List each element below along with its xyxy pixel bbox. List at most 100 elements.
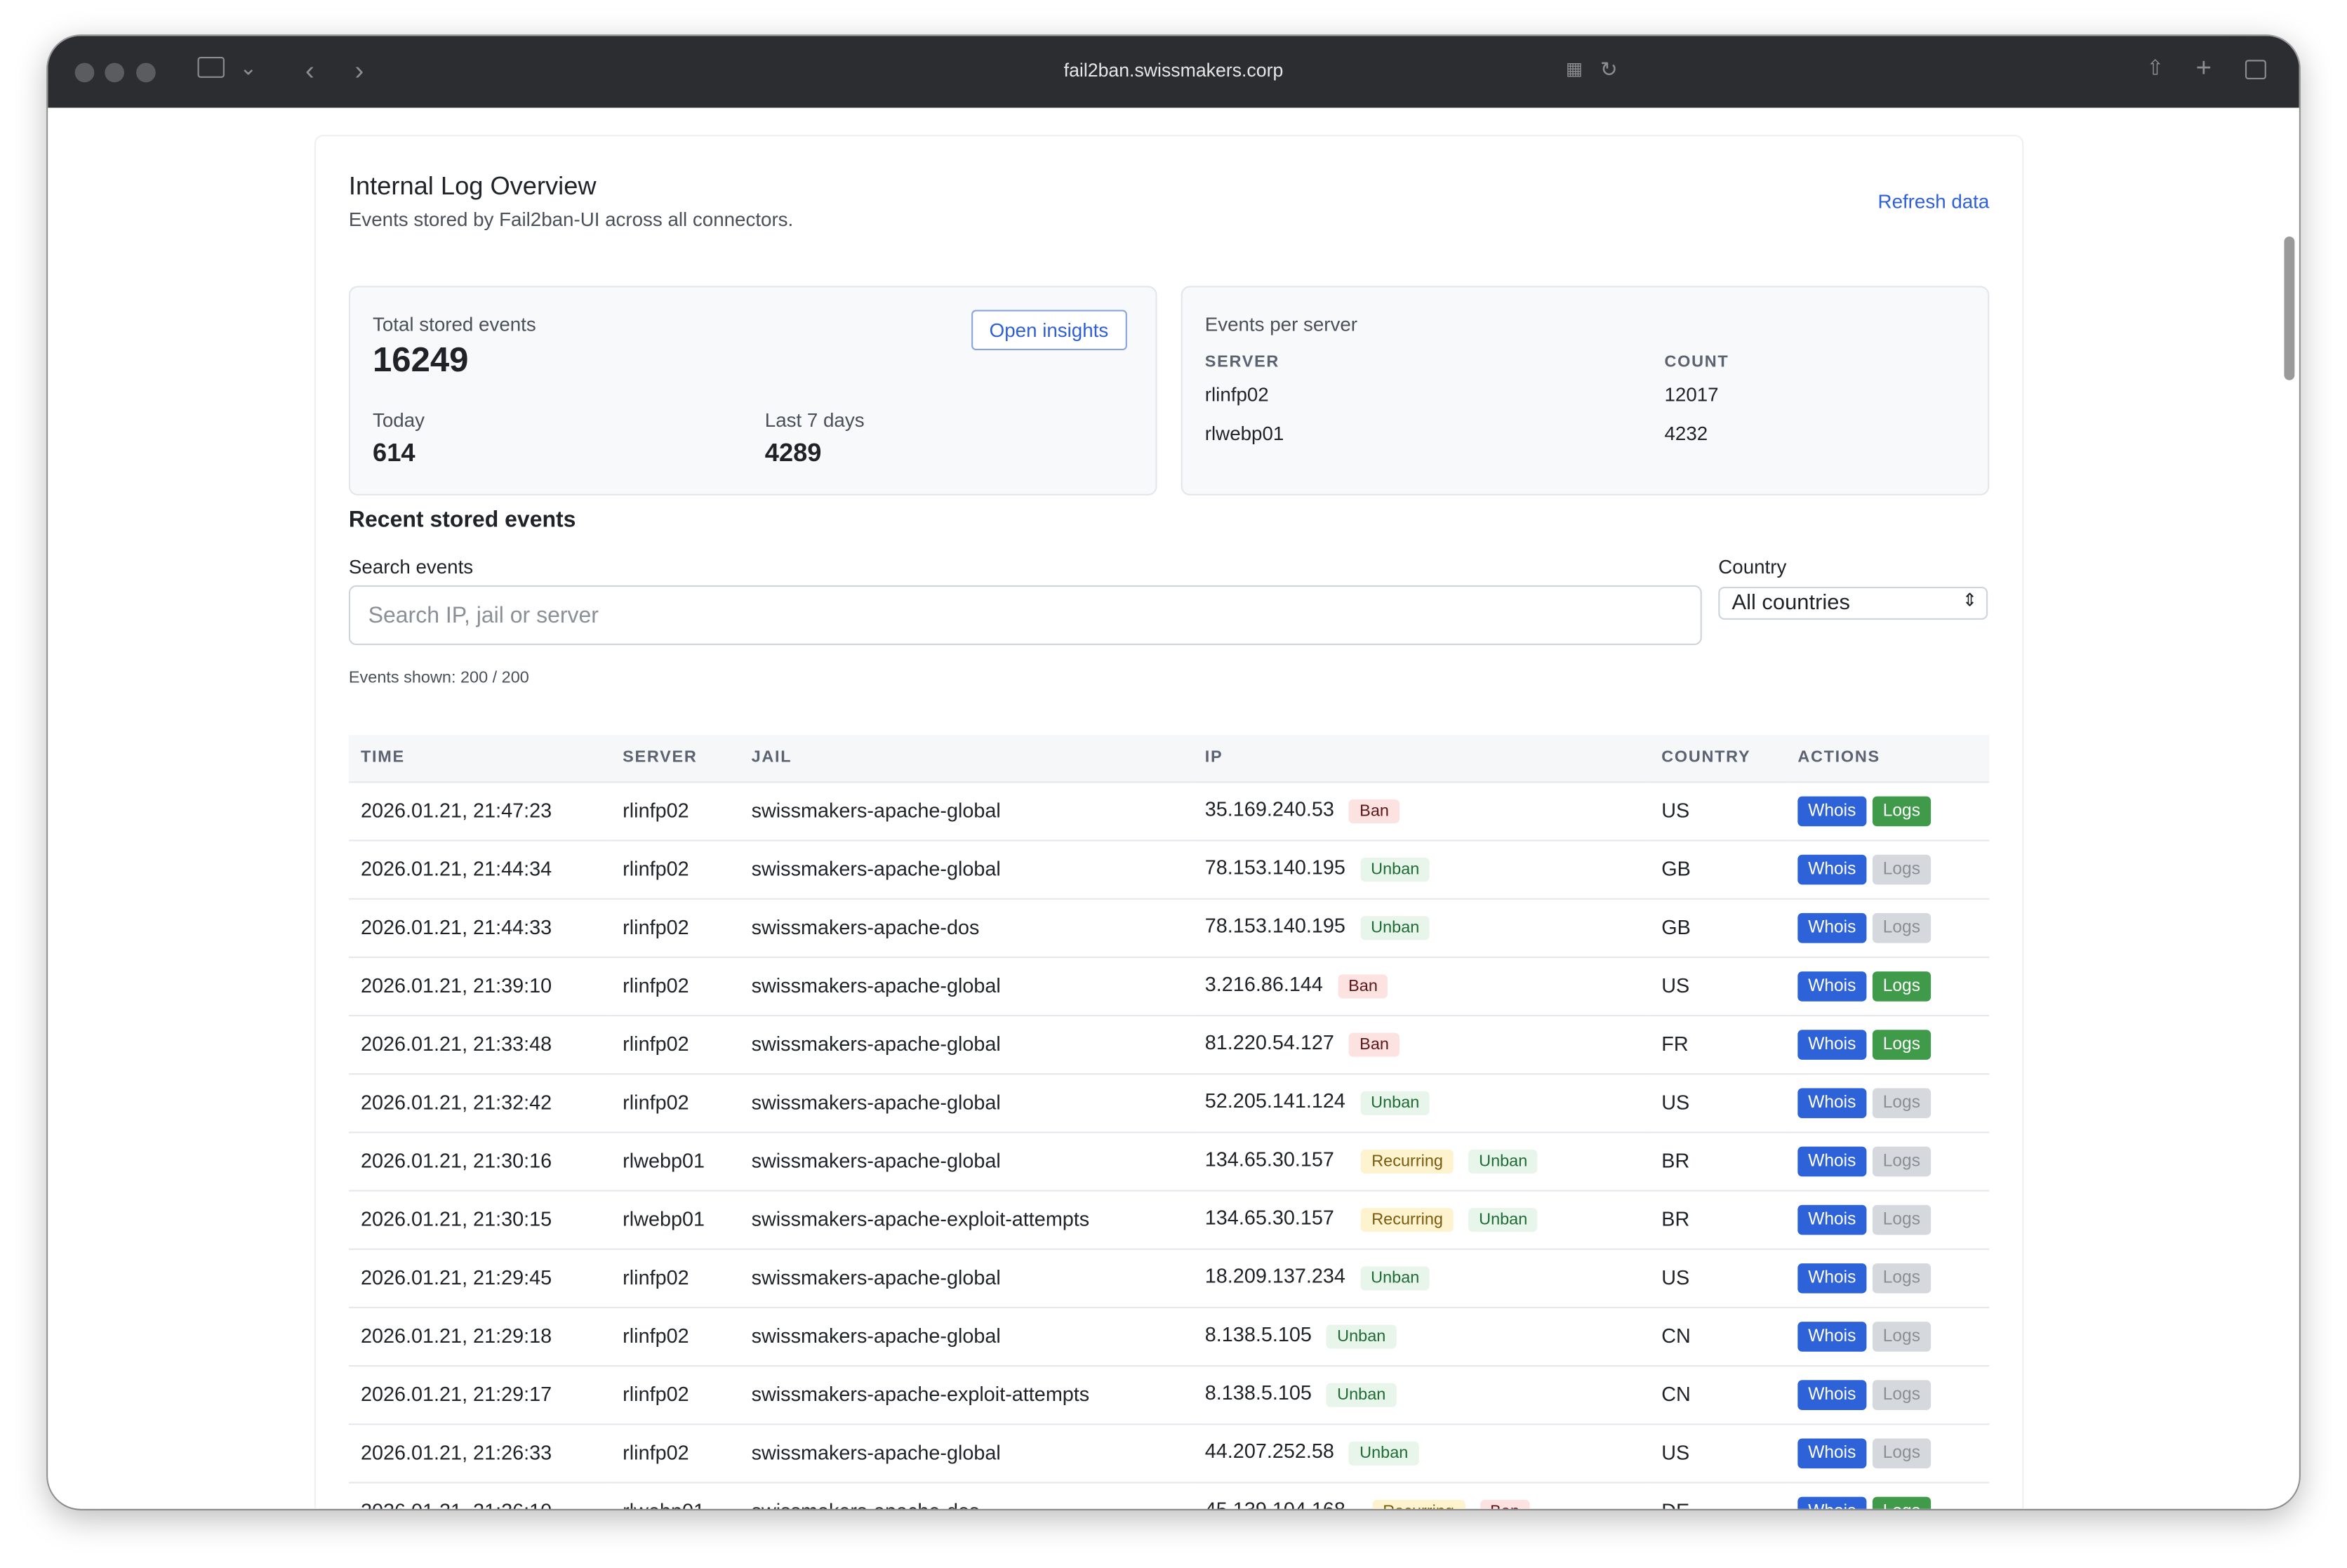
- event-badge: Ban: [1349, 799, 1399, 823]
- logs-button: Logs: [1872, 1262, 1931, 1293]
- refresh-link[interactable]: Refresh data: [1877, 190, 1990, 213]
- server: rlwebp01: [611, 1481, 740, 1509]
- search-placeholder: Search IP, jail or server: [368, 603, 599, 629]
- open-insights-button[interactable]: Open insights: [971, 310, 1126, 351]
- time: 2026.01.21, 21:39:10: [348, 955, 611, 1015]
- search-input[interactable]: Search IP, jail or server: [348, 585, 1702, 646]
- whois-button[interactable]: Whois: [1797, 1145, 1867, 1176]
- server: rlinfp02: [611, 1305, 740, 1365]
- translate-icon[interactable]: ▦: [1565, 58, 1583, 80]
- country: US: [1649, 780, 1786, 840]
- chevron-down[interactable]: ⌄: [239, 55, 258, 80]
- logs-button[interactable]: Logs: [1872, 1496, 1931, 1509]
- event-badge: Recurring: [1361, 1208, 1454, 1233]
- back-button[interactable]: ‹: [305, 55, 314, 86]
- server: rlwebp01: [611, 1131, 740, 1190]
- country: US: [1649, 1072, 1786, 1132]
- whois-button[interactable]: Whois: [1797, 971, 1867, 1001]
- event-row: 2026.01.21, 21:29:18 rlinfp02 swissmakers-…: [348, 1305, 1990, 1365]
- logs-button: Logs: [1872, 1145, 1931, 1176]
- logs-button: Logs: [1872, 912, 1931, 943]
- minimize-button[interactable]: [105, 62, 125, 83]
- whois-button[interactable]: Whois: [1797, 912, 1867, 943]
- whois-button[interactable]: Whois: [1797, 795, 1867, 826]
- address-bar[interactable]: fail2ban.swissmakers.corp: [1063, 60, 1284, 81]
- event-badge: Ban: [1349, 1032, 1399, 1057]
- country: BR: [1649, 1131, 1786, 1190]
- time: 2026.01.21, 21:26:33: [348, 1423, 611, 1482]
- time: 2026.01.21, 21:29:18: [348, 1305, 611, 1365]
- reload-button[interactable]: ↻: [1600, 57, 1618, 81]
- whois-button[interactable]: Whois: [1797, 1204, 1867, 1235]
- event-row: 2026.01.21, 21:47:23 rlinfp02 swissmakers-…: [348, 780, 1990, 840]
- time: 2026.01.21, 21:44:34: [348, 839, 611, 898]
- event-row: 2026.01.21, 21:26:10rlwebp01swissmakers-…: [348, 1481, 1990, 1509]
- jail: swissmakers-apache-dos: [739, 897, 1193, 957]
- event-badge: Unban: [1468, 1208, 1538, 1233]
- time: 2026.01.21, 21:33:48: [348, 1014, 611, 1074]
- whois-button[interactable]: Whois: [1797, 1437, 1867, 1468]
- logs-button[interactable]: Logs: [1872, 971, 1931, 1001]
- whois-button[interactable]: Whois: [1797, 1496, 1867, 1509]
- per-server-title: Events per server: [1204, 312, 1358, 335]
- ip: 44.207.252.58: [1204, 1440, 1334, 1463]
- logs-button[interactable]: Logs: [1872, 1029, 1931, 1059]
- sidebar-icon[interactable]: [197, 57, 225, 78]
- jail: swissmakers-apache-global: [739, 1072, 1193, 1132]
- event-row: 2026.01.21, 21:44:34 rlinfp02 swissmakers-…: [348, 839, 1990, 898]
- event-row: 2026.01.21, 21:29:17 rlinfp02 swissmakers-…: [348, 1364, 1990, 1424]
- share-button[interactable]: ⇧: [2146, 55, 2165, 80]
- today-label: Today: [373, 408, 425, 432]
- country-select[interactable]: All countries ⇕: [1718, 586, 1988, 620]
- shown-count: Events shown: 200 / 200: [348, 669, 529, 687]
- scrollbar[interactable]: [2284, 236, 2295, 380]
- ip: 52.205.141.124: [1204, 1089, 1345, 1112]
- summary-box: Total stored events 16249 Open insights …: [348, 286, 1157, 496]
- event-badge: Unban: [1468, 1149, 1538, 1174]
- tabs-button[interactable]: [2245, 60, 2266, 80]
- week-label: Last 7 days: [764, 408, 865, 432]
- whois-button[interactable]: Whois: [1797, 853, 1867, 884]
- new-tab-button[interactable]: +: [2195, 52, 2212, 83]
- event-badge: Unban: [1360, 858, 1430, 882]
- column-header: ACTIONS: [1797, 748, 1880, 767]
- ip: 8.138.5.105: [1204, 1381, 1312, 1404]
- select-arrows: ⇕: [1962, 590, 1978, 611]
- jail: swissmakers-apache-global: [739, 955, 1193, 1015]
- jail: swissmakers-apache-global: [739, 1423, 1193, 1482]
- country: FR: [1649, 1014, 1786, 1074]
- ip-cell: 52.205.141.124 Unban: [1192, 1072, 1650, 1132]
- ip: 18.209.137.234: [1204, 1265, 1345, 1288]
- ip-cell: 134.65.30.157 Recurring Unban: [1192, 1189, 1650, 1249]
- whois-button[interactable]: Whois: [1797, 1029, 1867, 1059]
- close-button[interactable]: [74, 62, 95, 83]
- whois-button[interactable]: Whois: [1797, 1379, 1867, 1409]
- logs-button[interactable]: Logs: [1872, 795, 1931, 826]
- column-header: JAIL: [751, 748, 792, 767]
- ip: 134.65.30.157: [1204, 1206, 1334, 1229]
- jail: swissmakers-apache-global: [739, 1014, 1193, 1074]
- time: 2026.01.21, 21:26:10: [348, 1481, 611, 1509]
- whois-button[interactable]: Whois: [1797, 1321, 1867, 1351]
- server: rlinfp02: [611, 1072, 740, 1132]
- server-count: 4232: [1664, 422, 1708, 445]
- events-table: TIME SERVER JAIL IP COUNTRY ACTIONS 2026.01.2…: [348, 735, 1990, 1509]
- time: 2026.01.21, 21:32:42: [348, 1072, 611, 1132]
- forward-button[interactable]: ›: [354, 55, 364, 86]
- zoom-button[interactable]: [136, 62, 156, 83]
- ip-cell: 45.139.104.168 Recurring Ban: [1192, 1481, 1650, 1509]
- jail: swissmakers-apache-global: [739, 780, 1193, 840]
- whois-button[interactable]: Whois: [1797, 1087, 1867, 1118]
- ip: 81.220.54.127: [1204, 1031, 1334, 1054]
- logs-button: Logs: [1872, 853, 1931, 884]
- time: 2026.01.21, 21:29:17: [348, 1364, 611, 1424]
- whois-button[interactable]: Whois: [1797, 1262, 1867, 1293]
